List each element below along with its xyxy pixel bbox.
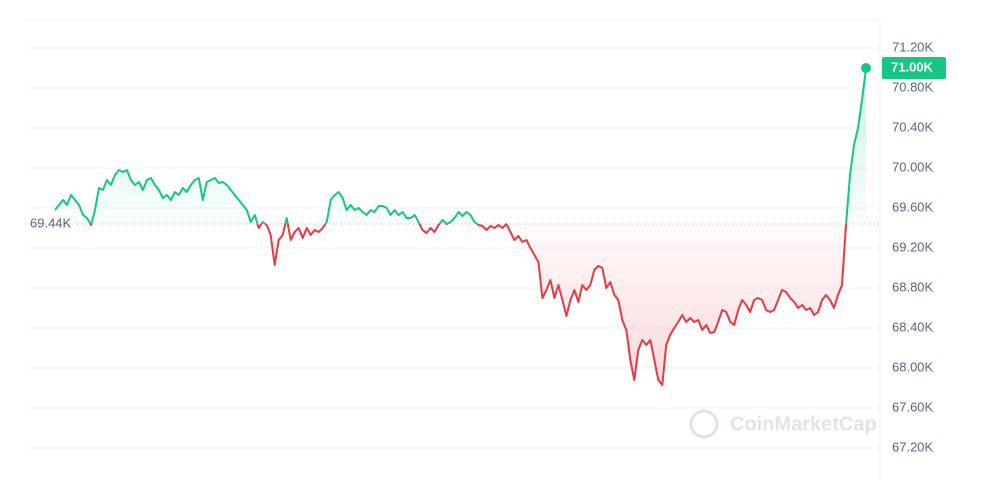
y-tick-label: 70.00K: [892, 159, 934, 174]
watermark-logo: [689, 409, 719, 439]
y-tick-label: 67.60K: [892, 399, 934, 414]
y-tick-label: 69.20K: [892, 239, 934, 254]
price-badge: [882, 57, 946, 79]
y-tick-label: 71.20K: [892, 39, 934, 54]
last-point: [861, 63, 871, 73]
watermark: CoinMarketCap: [730, 413, 877, 435]
y-tick-label: 70.80K: [892, 79, 934, 94]
y-tick-label: 68.40K: [892, 319, 934, 334]
y-tick-label: 68.00K: [892, 359, 934, 374]
y-tick-label: 67.20K: [892, 439, 934, 454]
y-tick-label: 68.80K: [892, 279, 934, 294]
y-tick-label: 70.40K: [892, 119, 934, 134]
price-badge-label: 71.00K: [891, 59, 934, 74]
baseline-label: 69.44K: [30, 215, 72, 230]
y-tick-label: 69.60K: [892, 199, 934, 214]
price-line: [54, 67, 867, 386]
area-fill: [55, 68, 866, 385]
marks: 69.44K 71.00K: [25, 57, 946, 386]
